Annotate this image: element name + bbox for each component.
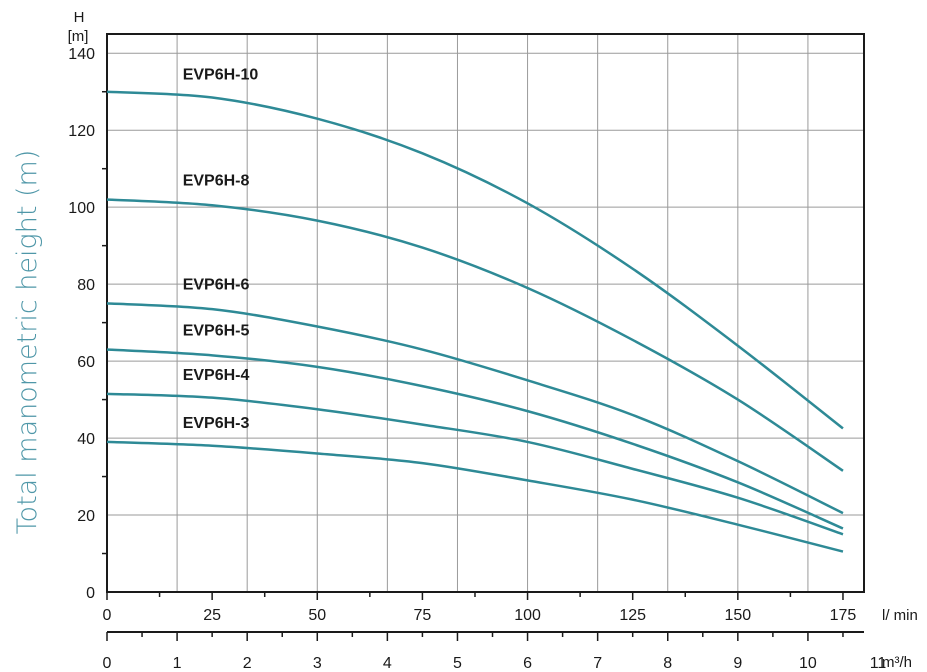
x-tick-label: 125 (619, 607, 646, 624)
y-unit-top: H (74, 9, 85, 26)
x-tick-label: 75 (414, 607, 432, 624)
series-label: EVP6H-10 (183, 67, 259, 84)
x2-tick-label: 8 (663, 655, 672, 672)
series-line-evp6h-10 (106, 90, 844, 430)
x2-tick-label: 11 (870, 655, 887, 672)
y-tick-label: 20 (77, 508, 95, 525)
x-tick-label: 0 (103, 607, 112, 624)
y-tick-label: 40 (77, 431, 95, 448)
x-tick-label: 50 (308, 607, 326, 624)
series-label: EVP6H-5 (183, 323, 250, 340)
series-line-evp6h-4 (106, 392, 844, 536)
series-label: EVP6H-3 (183, 415, 250, 432)
y-tick-label: 80 (77, 277, 95, 294)
series-label: EVP6H-4 (183, 367, 250, 384)
y-tick-label: 120 (68, 123, 95, 140)
x2-tick-label: 10 (799, 655, 817, 672)
x2-unit-label: m³/h (882, 654, 912, 671)
x-unit-label: l/ min (882, 607, 918, 624)
x-tick-label: 150 (724, 607, 751, 624)
x2-tick-label: 1 (173, 655, 182, 672)
x2-tick-label: 3 (313, 655, 322, 672)
series-label: EVP6H-8 (183, 172, 250, 189)
x2-tick-label: 9 (733, 655, 742, 672)
x2-tick-label: 5 (453, 655, 462, 672)
series-line-evp6h-8 (106, 198, 844, 472)
series-label: EVP6H-6 (183, 276, 250, 293)
x-tick-label: 175 (830, 607, 857, 624)
x2-tick-label: 6 (523, 655, 532, 672)
x2-tick-label: 2 (243, 655, 252, 672)
y-tick-label: 60 (77, 354, 95, 371)
x2-tick-label: 4 (383, 655, 392, 672)
x2-tick-label: 7 (593, 655, 602, 672)
plot-frame (106, 33, 865, 593)
series-line-evp6h-3 (106, 440, 844, 553)
series-line-evp6h-6 (106, 302, 844, 515)
x-tick-label: 100 (514, 607, 541, 624)
y-tick-label: 0 (86, 585, 95, 602)
y-unit-bottom: [m] (68, 28, 89, 45)
series-line-evp6h-5 (106, 348, 844, 530)
x2-tick-label: 0 (103, 655, 112, 672)
y-tick-label: 140 (68, 46, 95, 63)
x-tick-label: 25 (203, 607, 221, 624)
y-tick-label: 100 (68, 200, 95, 217)
y-axis-title: Total manometric height (m) (12, 150, 43, 535)
